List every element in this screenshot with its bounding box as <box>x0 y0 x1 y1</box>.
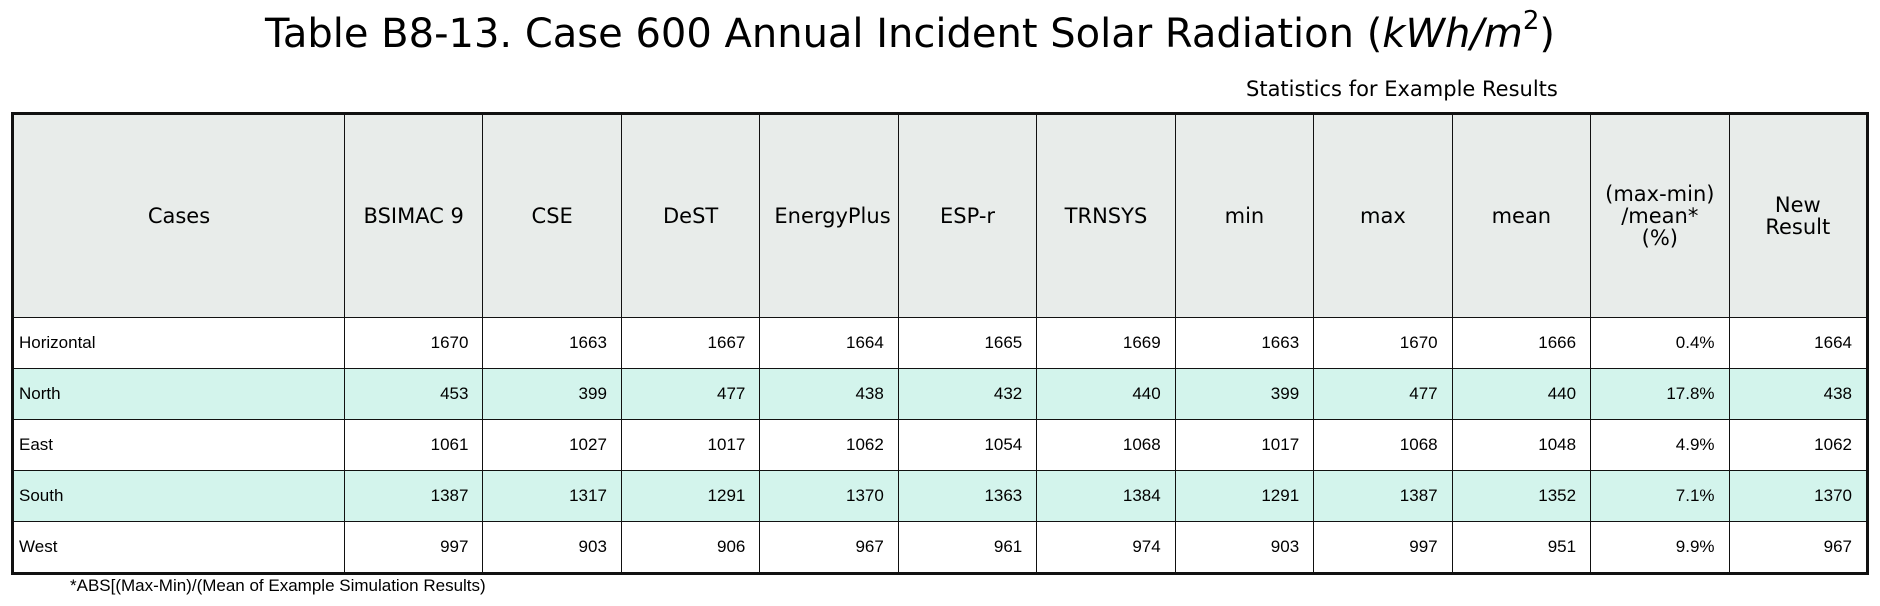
title-prefix: Table B8-13. Case 600 Annual Incident So… <box>265 11 1383 57</box>
table-cell: 440 <box>1451 368 1592 420</box>
row-case-label: South <box>12 470 345 522</box>
table-cell: 1387 <box>343 470 484 522</box>
table-cell: 974 <box>1036 521 1176 574</box>
table-cell: 438 <box>1728 368 1869 420</box>
table-cell: 1384 <box>1036 470 1176 522</box>
table-cell: 1363 <box>897 470 1038 522</box>
table-cell: 961 <box>897 521 1038 574</box>
table-cell: 477 <box>1313 368 1453 420</box>
table-cell: 4.9% <box>1590 419 1730 471</box>
row-case-label: East <box>12 419 345 471</box>
table-cell: 1370 <box>1728 470 1869 522</box>
table-cell: 399 <box>1174 368 1315 420</box>
results-table: Cases BSIMAC 9 CSE DeST EnergyPlus ESP-r TRNSY… <box>11 112 1869 575</box>
table-cell: 1048 <box>1451 419 1592 471</box>
table-cell: 1670 <box>1313 317 1453 369</box>
table-cell: 967 <box>759 521 899 574</box>
table-cell: 997 <box>343 521 484 574</box>
table-cell: 438 <box>759 368 899 420</box>
table-cell: 432 <box>897 368 1038 420</box>
table-cell: 9.9% <box>1590 521 1730 574</box>
row-case-label: North <box>12 368 345 420</box>
table-cell: 903 <box>482 521 622 574</box>
table-cell: 997 <box>1313 521 1453 574</box>
table-cell: 1352 <box>1451 470 1592 522</box>
table-cell: 1062 <box>759 419 899 471</box>
table-cell: 1068 <box>1036 419 1176 471</box>
table-cell: 1670 <box>343 317 484 369</box>
table-cell: 903 <box>1174 521 1315 574</box>
table-cell: 1387 <box>1313 470 1453 522</box>
table-cell: 7.1% <box>1590 470 1730 522</box>
table-cell: 1068 <box>1313 419 1453 471</box>
column-header: DeST <box>620 113 761 318</box>
table-cell: 1664 <box>759 317 899 369</box>
header-row: Cases BSIMAC 9 CSE DeST EnergyPlus ESP-r TRNSY… <box>12 113 1869 318</box>
table-cell: 1061 <box>343 419 484 471</box>
row-case-label: West <box>12 521 345 574</box>
table-cell: 1667 <box>620 317 761 369</box>
table-subtitle: Statistics for Example Results <box>1246 77 1558 101</box>
column-header: CSE <box>482 113 622 318</box>
column-header: EnergyPlus <box>759 113 899 318</box>
table-cell: 453 <box>343 368 484 420</box>
table-row: East 1061 1027 1017 1062 1054 1068 1017 1068 1048… <box>12 419 1869 471</box>
column-header: ESP-r <box>897 113 1038 318</box>
title-unit: kWh/m <box>1382 11 1523 57</box>
table-cell: 1027 <box>482 419 622 471</box>
table-cell: 1017 <box>620 419 761 471</box>
column-header: TRNSYS <box>1036 113 1176 318</box>
table-row: Horizontal 1670 1663 1667 1664 1665 1669 1663 16… <box>12 317 1869 369</box>
table-cell: 0.4% <box>1590 317 1730 369</box>
table-cell: 1665 <box>897 317 1038 369</box>
table-cell: 1663 <box>482 317 622 369</box>
row-case-label: Horizontal <box>12 317 345 369</box>
footnote: *ABS[(Max-Min)/(Mean of Example Simulati… <box>70 576 486 595</box>
table-row: North 453 399 477 438 432 440 399 477 440 17.8% 438 <box>12 368 1869 420</box>
table-cell: 1017 <box>1174 419 1315 471</box>
table-cell: 1291 <box>620 470 761 522</box>
table-cell: 1663 <box>1174 317 1315 369</box>
table-title: Table B8-13. Case 600 Annual Incident So… <box>0 6 1820 62</box>
table-cell: 1062 <box>1728 419 1869 471</box>
table-cell: 967 <box>1728 521 1869 574</box>
table-body: Horizontal 1670 1663 1667 1664 1665 1669 1663 16… <box>12 317 1869 574</box>
table-cell: 1370 <box>759 470 899 522</box>
table-cell: 399 <box>482 368 622 420</box>
table-cell: 906 <box>620 521 761 574</box>
column-header: max <box>1313 113 1453 318</box>
table-cell: 440 <box>1036 368 1176 420</box>
table-cell: 1054 <box>897 419 1038 471</box>
table-cell: 1666 <box>1451 317 1592 369</box>
table-cell: 951 <box>1451 521 1592 574</box>
column-header: BSIMAC 9 <box>343 113 484 318</box>
column-header: New Result <box>1728 113 1869 318</box>
column-header: mean <box>1451 113 1592 318</box>
table-cell: 1669 <box>1036 317 1176 369</box>
table-cell: 17.8% <box>1590 368 1730 420</box>
table-cell: 1291 <box>1174 470 1315 522</box>
column-header: min <box>1174 113 1315 318</box>
table-cell: 477 <box>620 368 761 420</box>
title-exponent: 2 <box>1522 6 1540 36</box>
table-row: West 997 903 906 967 961 974 903 997 951 9.9% 967 <box>12 521 1869 574</box>
table-cell: 1317 <box>482 470 622 522</box>
column-header: Cases <box>12 113 345 318</box>
column-header: (max-min) /mean*(%) <box>1590 113 1730 318</box>
table-row: South 1387 1317 1291 1370 1363 1384 1291 1387 135… <box>12 470 1869 522</box>
table-cell: 1664 <box>1728 317 1869 369</box>
title-suffix: ) <box>1539 11 1555 57</box>
